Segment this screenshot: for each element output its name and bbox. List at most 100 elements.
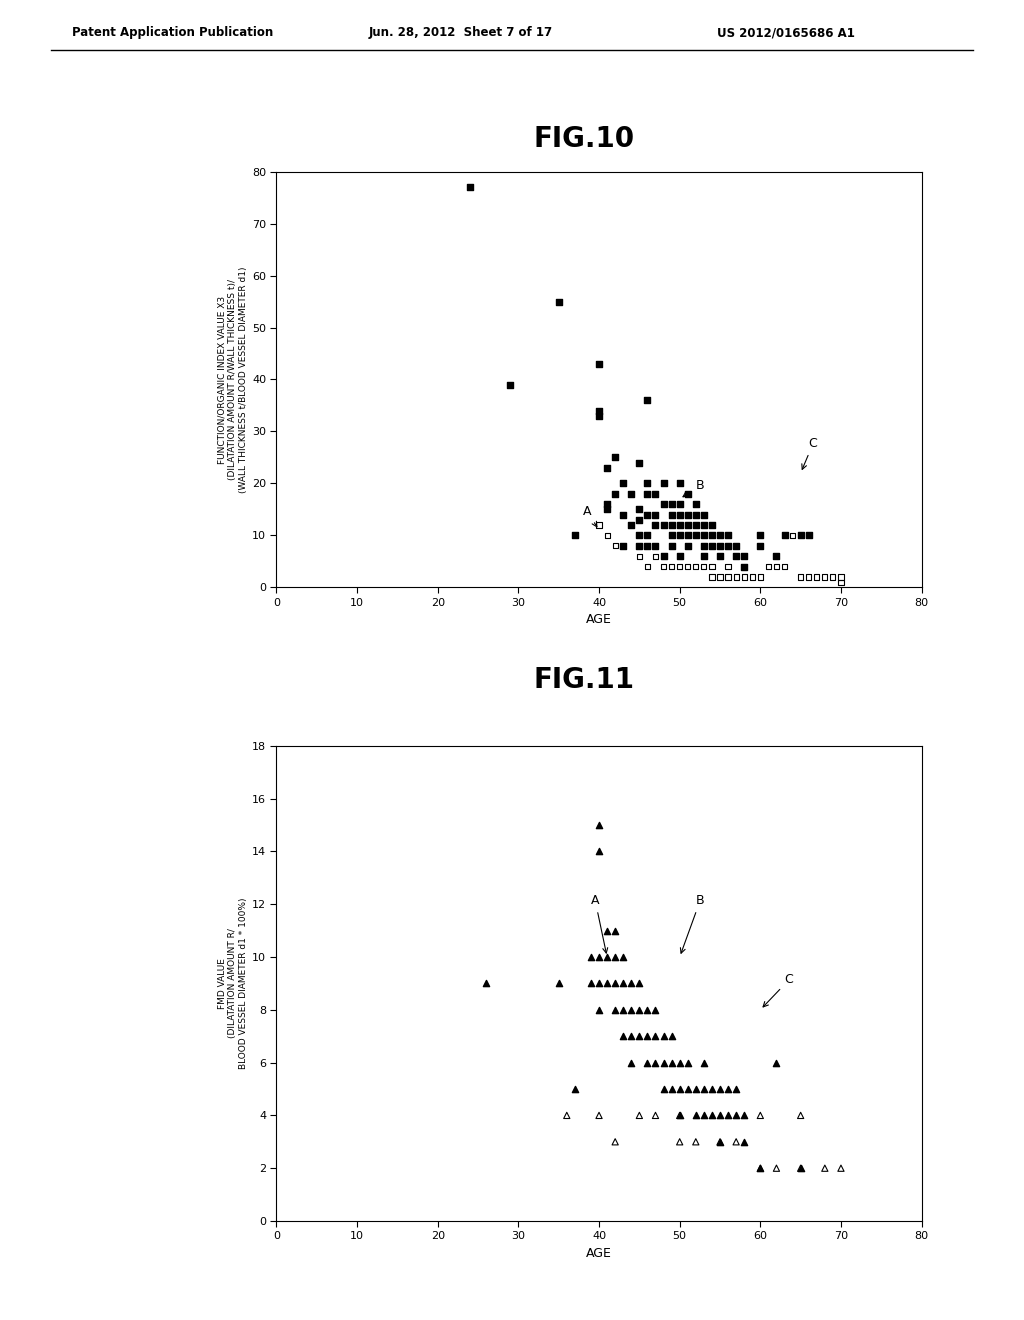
Point [639, 556, 655, 577]
Point [712, 1131, 728, 1152]
Point [607, 973, 624, 994]
Point [736, 1105, 753, 1126]
Point [672, 1052, 688, 1073]
Point [655, 545, 672, 566]
Text: A: A [583, 504, 597, 527]
Point [736, 566, 753, 587]
Point [744, 566, 761, 587]
Point [793, 1105, 809, 1126]
Point [655, 494, 672, 515]
Point [720, 566, 736, 587]
Point [607, 920, 624, 941]
Point [793, 525, 809, 546]
Point [793, 1158, 809, 1179]
Point [559, 1105, 575, 1126]
Point [712, 1105, 728, 1126]
Point [680, 1052, 696, 1073]
Point [784, 525, 801, 546]
Point [703, 525, 720, 546]
Point [768, 1158, 784, 1179]
Point [583, 946, 599, 968]
Point [631, 973, 647, 994]
Point [720, 536, 736, 557]
Point [599, 946, 615, 968]
Point [647, 504, 664, 525]
Point [695, 1105, 712, 1126]
Point [672, 1105, 688, 1126]
Point [631, 1026, 647, 1047]
Point [631, 451, 647, 473]
Point [591, 405, 607, 426]
Point [672, 525, 688, 546]
Point [736, 556, 753, 577]
Point [655, 473, 672, 494]
Point [680, 515, 696, 536]
Point [801, 566, 817, 587]
Point [647, 483, 664, 504]
Point [631, 1105, 647, 1126]
Point [712, 536, 728, 557]
Point [591, 515, 607, 536]
Point [728, 1131, 744, 1152]
Point [631, 545, 647, 566]
Point [752, 525, 768, 546]
Point [647, 536, 664, 557]
Point [672, 1078, 688, 1100]
Point [760, 556, 776, 577]
Point [680, 483, 696, 504]
Point [695, 1052, 712, 1073]
Point [703, 515, 720, 536]
Y-axis label: FUNCTION/ORGANIC INDEX VALUE X3
(DILATATION AMOUNT R/WALL THICKNESS t)/
(WALL TH: FUNCTION/ORGANIC INDEX VALUE X3 (DILATAT… [218, 267, 248, 492]
Point [591, 973, 607, 994]
Point [817, 566, 834, 587]
Point [768, 556, 784, 577]
Point [664, 1078, 680, 1100]
Point [712, 1131, 728, 1152]
Point [615, 504, 632, 525]
Point [591, 999, 607, 1020]
Point [720, 556, 736, 577]
Point [623, 999, 639, 1020]
Point [680, 536, 696, 557]
Point [615, 946, 632, 968]
Point [639, 999, 655, 1020]
Point [591, 946, 607, 968]
Point [664, 504, 680, 525]
Point [655, 1026, 672, 1047]
Point [615, 473, 632, 494]
Point [824, 566, 841, 587]
Point [712, 525, 728, 546]
Point [688, 1078, 705, 1100]
Point [672, 556, 688, 577]
Point [672, 545, 688, 566]
Point [703, 1078, 720, 1100]
Point [695, 525, 712, 546]
Point [695, 1078, 712, 1100]
Point [672, 504, 688, 525]
Point [793, 566, 809, 587]
Point [776, 556, 793, 577]
Point [655, 556, 672, 577]
Point [615, 973, 632, 994]
Point [647, 1026, 664, 1047]
Point [793, 1158, 809, 1179]
Point [599, 920, 615, 941]
Point [655, 1078, 672, 1100]
X-axis label: AGE: AGE [586, 1247, 612, 1261]
Point [607, 1131, 624, 1152]
Point [809, 566, 825, 587]
Point [647, 1052, 664, 1073]
Point [664, 556, 680, 577]
Point [639, 389, 655, 411]
Point [607, 946, 624, 968]
Point [623, 515, 639, 536]
Point [703, 1105, 720, 1126]
Point [551, 290, 567, 312]
Point [599, 525, 615, 546]
Point [607, 483, 624, 504]
Point [736, 545, 753, 566]
Point [599, 973, 615, 994]
Point [478, 973, 495, 994]
Point [591, 814, 607, 836]
Point [703, 556, 720, 577]
